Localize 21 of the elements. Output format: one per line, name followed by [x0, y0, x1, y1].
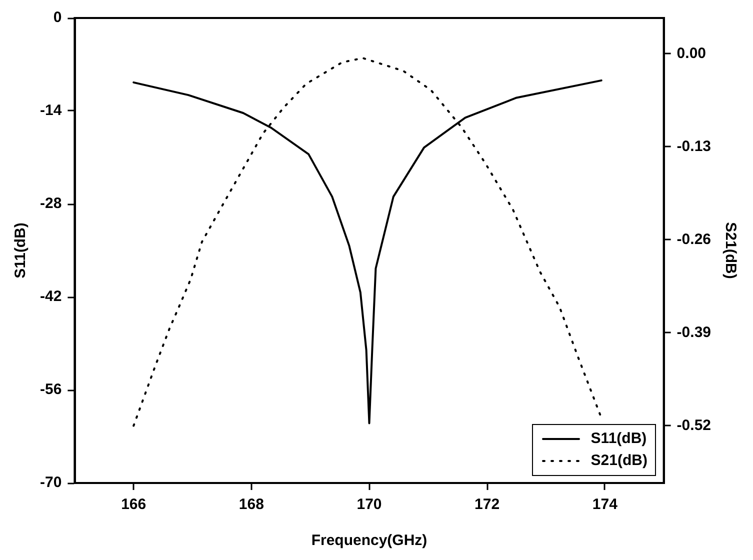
- y-tick-label: -56: [40, 381, 62, 398]
- legend-label: S21(dB): [590, 451, 648, 471]
- x-axis-title: Frequency(GHz): [311, 532, 428, 550]
- y2-tick-label: -0.26: [676, 230, 712, 248]
- x-tick-label: 170: [356, 496, 382, 514]
- y-tick-label: -28: [40, 195, 62, 212]
- y-axis-title: S11(dB): [12, 222, 30, 278]
- y2-tick-label: 0.00: [676, 44, 706, 62]
- y-tick-label: -70: [40, 474, 62, 492]
- y-tick-label: 0: [53, 9, 62, 26]
- x-tick-label: 172: [474, 496, 500, 514]
- y-tick-label: -14: [40, 102, 62, 120]
- y2-axis-title: S21(dB): [722, 222, 739, 279]
- x-tick-label: 168: [238, 496, 264, 514]
- y-tick-label: -42: [40, 288, 62, 306]
- x-tick-label: 166: [121, 496, 146, 514]
- x-tick-label: 174: [592, 496, 618, 514]
- y2-tick-label: -0.52: [676, 416, 712, 434]
- y2-tick-label: -0.39: [676, 324, 712, 341]
- y2-tick-label: -0.13: [676, 138, 712, 155]
- legend-label: S11(dB): [590, 429, 647, 449]
